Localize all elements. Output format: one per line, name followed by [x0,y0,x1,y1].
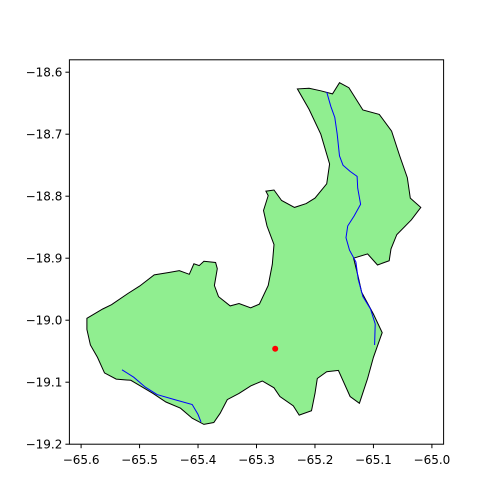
region-polygon [86,82,422,425]
y-tick-label: −18.7 [26,128,63,142]
y-tick-label: −18.6 [26,66,63,80]
x-tick-label: −65.2 [297,453,334,467]
x-tick-label: −65.1 [355,453,392,467]
x-tick-label: −65.0 [414,453,451,467]
x-tick-label: −65.3 [238,453,275,467]
plot-area [68,59,445,445]
x-tick-label: −65.6 [63,453,100,467]
y-tick-label: −19.2 [26,438,63,452]
y-tick-label: −19.1 [26,376,63,390]
river-line-2 [121,369,202,423]
location-point-1 [272,345,279,352]
y-tick-label: −19.0 [26,314,63,328]
river-line-1 [326,91,376,346]
x-axis: −65.6 −65.5 −65.4 −65.3 −65.2 −65.1 −65.0 [63,444,451,467]
y-tick-label: −18.9 [26,252,63,266]
y-tick-label: −18.8 [26,190,63,204]
rivers-layer [121,91,376,423]
x-tick-label: −65.4 [180,453,217,467]
points-layer [272,345,279,352]
y-axis: −18.6 −18.7 −18.8 −18.9 −19.0 −19.1 −19.2 [26,66,70,452]
x-tick-label: −65.5 [121,453,158,467]
axes-frame [68,59,445,445]
